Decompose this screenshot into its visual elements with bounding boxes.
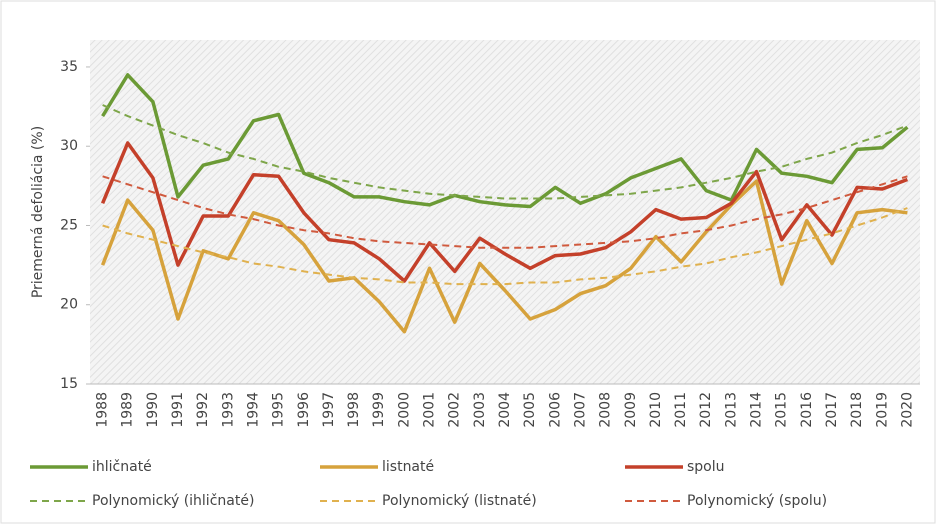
y-tick-label: 30 — [60, 138, 78, 154]
legend-label: Polynomický (listnaté) — [382, 493, 537, 509]
legend-label: Polynomický (spolu) — [687, 493, 827, 509]
x-tick-label: 2014 — [749, 392, 765, 428]
y-tick-label: 20 — [60, 297, 78, 313]
legend-label: ihličnaté — [92, 459, 152, 475]
series-line — [101, 73, 909, 209]
x-tick-label: 2013 — [723, 392, 739, 428]
x-tick-label: 2009 — [623, 392, 639, 428]
x-tick-label: 2008 — [598, 392, 614, 428]
x-tick-label: 2018 — [849, 392, 865, 428]
x-tick-label: 1989 — [120, 392, 136, 428]
series-line — [100, 141, 909, 283]
x-tick-label: 2006 — [547, 392, 563, 428]
x-tick-label: 2007 — [572, 392, 588, 428]
x-tick-label: 2001 — [422, 392, 438, 428]
series-line — [100, 179, 908, 334]
legend-label: listnaté — [382, 459, 434, 475]
x-tick-label: 1997 — [321, 392, 337, 428]
y-axis-label: Priemerná defoliácia (%) — [30, 126, 46, 298]
trend-line — [102, 104, 908, 200]
x-tick-label: 2015 — [774, 392, 790, 428]
x-tick-label: 1990 — [145, 392, 161, 428]
trend-line — [102, 175, 908, 249]
x-tick-label: 2020 — [899, 392, 915, 428]
x-tick-label: 1988 — [95, 392, 111, 428]
x-tick-label: 2002 — [447, 392, 463, 428]
plot-area — [90, 40, 920, 384]
x-tick-label: 2010 — [648, 392, 664, 428]
x-tick-label: 2019 — [874, 392, 890, 428]
y-tick-label: 35 — [60, 59, 78, 75]
x-tick-label: 1998 — [346, 392, 362, 428]
legend-label: Polynomický (ihličnaté) — [92, 493, 254, 509]
x-tick-label: 2003 — [472, 392, 488, 428]
y-tick-label: 25 — [60, 217, 78, 233]
x-tick-label: 1992 — [195, 392, 211, 428]
x-tick-label: 2017 — [824, 392, 840, 428]
legend-label: spolu — [687, 459, 725, 475]
x-tick-label: 1996 — [296, 392, 312, 428]
x-tick-label: 1993 — [220, 392, 236, 428]
x-tick-label: 2011 — [673, 392, 689, 428]
x-tick-label: 2004 — [497, 392, 513, 428]
trend-line — [102, 207, 908, 286]
x-tick-label: 2016 — [799, 392, 815, 428]
x-tick-label: 1995 — [271, 392, 287, 428]
x-tick-label: 1994 — [245, 392, 261, 428]
x-tick-label: 2012 — [698, 392, 714, 428]
y-tick-label: 15 — [60, 376, 78, 392]
x-tick-label: 1999 — [371, 392, 387, 428]
x-tick-label: 1991 — [170, 392, 186, 428]
x-tick-label: 2000 — [396, 392, 412, 428]
x-tick-label: 2005 — [522, 392, 538, 428]
